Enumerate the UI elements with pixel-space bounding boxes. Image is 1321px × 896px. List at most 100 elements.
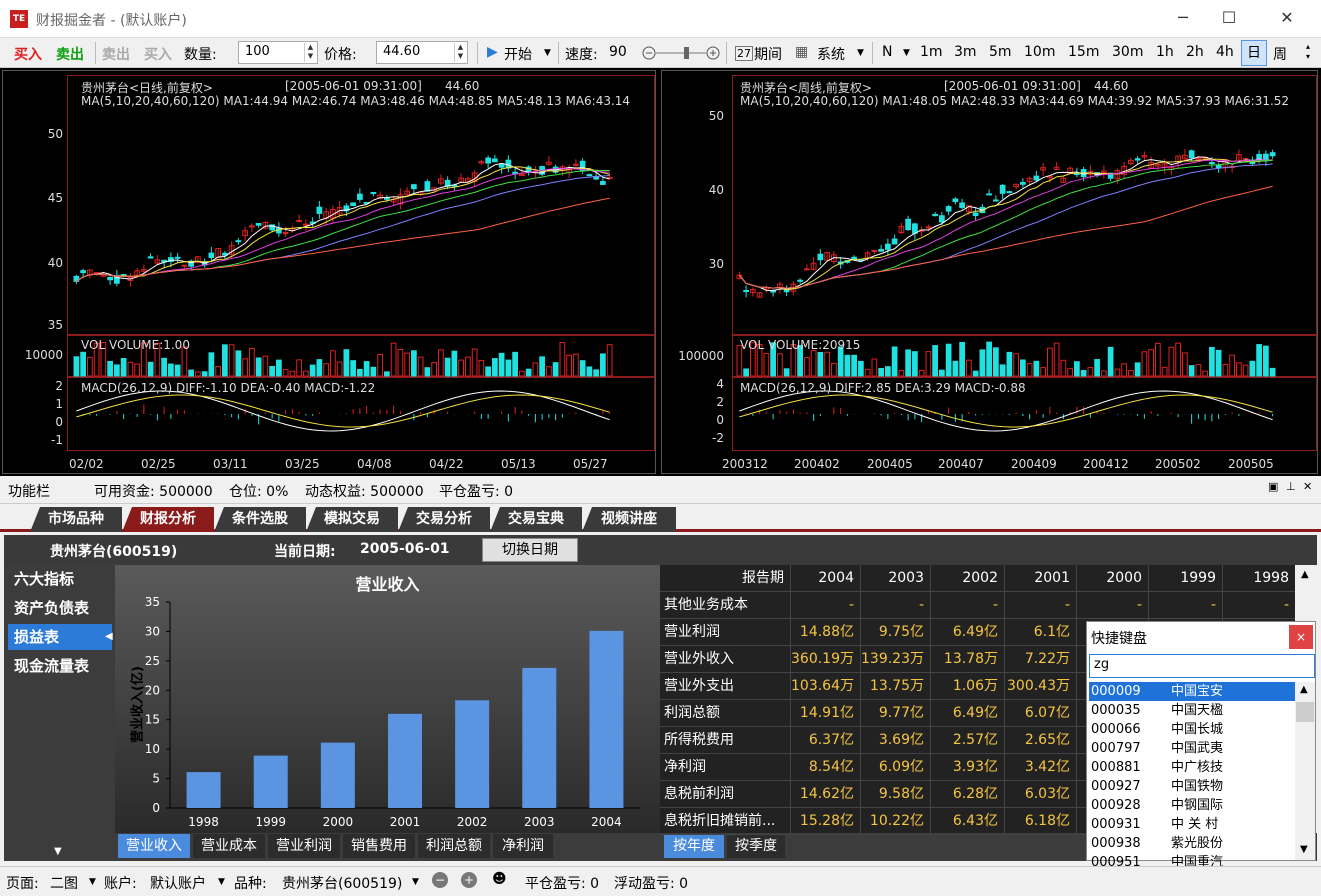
sidebar-item-income-statement[interactable]: 损益表 [8,624,112,650]
tf-10m[interactable]: 10m [1024,44,1056,60]
list-item[interactable]: 000927 中国铁物 [1089,777,1295,796]
list-item[interactable]: 000881 中广核技 [1089,758,1295,777]
zoom-out-icon[interactable]: − [432,872,448,888]
btab-sales-expense[interactable]: 销售费用 [343,834,415,858]
tab-video[interactable]: 视频讲座 [582,507,676,532]
volume-bar [93,342,100,377]
right-chart-panel[interactable]: 贵州茅台<周线,前复权> [2005-06-01 09:31:00] 44.60… [661,70,1318,474]
table-cell: 10.22亿 [860,808,930,835]
btab-quarterly[interactable]: 按季度 [727,834,785,858]
left-ma-readout: MA(5,10,20,40,60,120) MA1:44.94 MA2:46.7… [81,94,631,108]
btab-revenue[interactable]: 营业收入 [118,834,190,858]
tf-1m[interactable]: 1m [920,44,943,60]
btab-op-profit[interactable]: 营业利润 [268,834,340,858]
tf-3m[interactable]: 3m [954,44,977,60]
search-input[interactable]: zg [1089,654,1315,678]
left-xtick: 03/25 [285,457,320,471]
page-select[interactable]: 二图 [50,876,78,892]
candle-body [1195,157,1202,160]
candle-body [1188,150,1195,159]
btab-total-profit[interactable]: 利润总额 [418,834,490,858]
restore-icon[interactable]: ▣ [1268,480,1279,493]
symbol-dropdown-icon[interactable]: ▼ [412,877,419,887]
qty-input[interactable]: 100 ▲ ▼ [238,41,318,64]
sell-button[interactable]: 卖出 [56,47,84,63]
minimize-icon[interactable]: ─ [1178,8,1188,27]
n-dropdown-icon[interactable]: ▼ [903,48,910,58]
tab-trade-analysis[interactable]: 交易分析 [398,507,490,532]
start-dropdown-icon[interactable]: ▼ [544,48,551,58]
page-dropdown-icon[interactable]: ▼ [89,877,96,887]
sidebar-item-six-indicators[interactable]: 六大指标 [14,570,75,588]
tf-day[interactable]: 日 [1241,40,1267,66]
sidebar-item-balance-sheet[interactable]: 资产负债表 [14,599,90,617]
sell-disabled-button[interactable]: 卖出 [102,47,130,63]
symbol-select[interactable]: 贵州茅台(600519) [282,876,403,892]
close-icon[interactable]: ✕ [1280,8,1294,27]
table-cell: - [1148,592,1222,619]
volume-bar [168,363,174,377]
system-dropdown-icon[interactable]: ▼ [857,48,864,58]
tf-week[interactable]: 周 [1273,47,1287,63]
list-item[interactable]: 000035 中国天楹 [1089,701,1295,720]
sidebar-scroll-down-icon[interactable]: ▼ [54,846,62,857]
buy-disabled-button[interactable]: 买入 [144,47,172,63]
tab-market[interactable]: 市场品种 [30,507,122,532]
popup-scroll-up-icon[interactable]: ▲ [1300,684,1308,695]
pin-icon[interactable]: ⊥ [1286,480,1296,493]
volume-bar [804,357,810,377]
left-chart-panel[interactable]: 贵州茅台<日线,前复权> [2005-06-01 09:31:00] 44.60… [2,70,656,474]
volume-bar [127,361,134,377]
tf-30m[interactable]: 30m [1112,44,1144,60]
list-item[interactable]: 000797 中国武夷 [1089,739,1295,758]
n-button[interactable]: N [882,44,893,60]
tf-5m[interactable]: 5m [989,44,1012,60]
start-button[interactable]: 开始 [504,47,532,63]
account-select[interactable]: 默认账户 [150,876,206,892]
list-item[interactable]: 000066 中国长城 [1089,720,1295,739]
btab-cost[interactable]: 营业成本 [193,834,265,858]
volume-bar [1188,365,1195,377]
sidebar-item-cashflow[interactable]: 现金流量表 [14,657,90,675]
btab-annual[interactable]: 按年度 [664,834,724,858]
tf-1h[interactable]: 1h [1156,44,1174,60]
table-cell: 6.18亿 [1004,808,1076,835]
toolbar-overflow-icon[interactable]: ▴ ▾ [1306,42,1311,61]
tab-bar: 市场品种 财报分析 条件选股 模拟交易 交易分析 交易宝典 视频讲座 [0,504,1321,532]
tf-2h[interactable]: 2h [1186,44,1204,60]
tf-15m[interactable]: 15m [1068,44,1100,60]
tab-screener[interactable]: 条件选股 [214,507,306,532]
account-dropdown-icon[interactable]: ▼ [218,877,225,887]
play-icon[interactable]: ▶ [487,44,498,60]
candle-body [600,181,606,185]
list-item[interactable]: 000931 中 关 村 [1089,815,1295,834]
scroll-up-icon[interactable]: ▲ [1301,569,1309,580]
popup-scrollbar[interactable]: ▲ ▼ [1295,682,1315,860]
period-button[interactable]: 期间 [754,47,782,63]
tab-financial[interactable]: 财报分析 [122,507,214,532]
list-item[interactable]: 000938 紫光股份 [1089,834,1295,853]
tab-sim-trade[interactable]: 模拟交易 [306,507,398,532]
list-item[interactable]: 000009 中国宝安 [1089,682,1295,701]
switch-date-button[interactable]: 切换日期 [482,538,578,562]
avatar-icon[interactable]: ☻ [492,871,507,887]
btab-net-profit[interactable]: 净利润 [493,834,553,858]
speed-slider[interactable] [642,46,720,60]
candle-body [824,252,830,261]
volume-bar [1107,346,1114,377]
popup-close-icon[interactable]: × [1289,625,1313,649]
volume-bar [586,366,593,377]
volume-bar [979,349,986,377]
list-item[interactable]: 000928 中钢国际 [1089,796,1295,815]
buy-button[interactable]: 买入 [14,47,42,63]
maximize-icon[interactable]: ☐ [1221,8,1237,27]
system-button[interactable]: 系统 [817,47,845,63]
tf-4h[interactable]: 4h [1216,44,1234,60]
popup-scroll-thumb[interactable] [1296,702,1314,722]
zoom-in-icon[interactable]: + [461,872,477,888]
tab-trade-guide[interactable]: 交易宝典 [490,507,582,532]
price-input[interactable]: 44.60 ▲ ▼ [376,41,468,64]
popup-scroll-down-icon[interactable]: ▼ [1300,844,1308,855]
volume-bar [566,354,572,377]
panel-close-icon[interactable]: ✕ [1303,480,1313,493]
